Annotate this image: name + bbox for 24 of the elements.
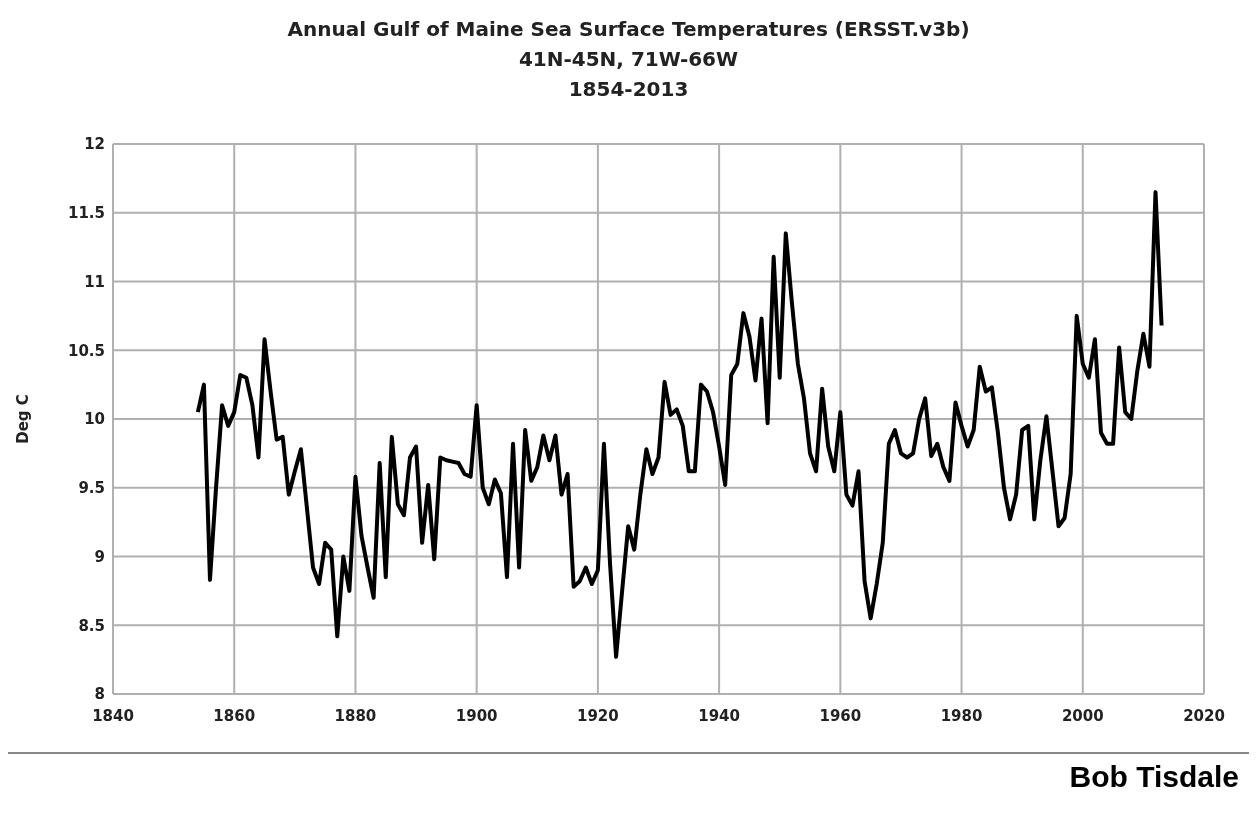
y-tick-label: 11.5 [67,204,105,223]
x-tick-label: 1940 [698,706,740,725]
text: Bob Tisdale [1068,759,1240,794]
y-tick-label: 9 [94,547,105,566]
x-tick-label: 2000 [1061,706,1104,725]
x-tick-label: 1880 [334,706,377,725]
x-tick-label: 1860 [213,706,256,725]
y-tick-label: 8 [94,685,105,704]
y-tick-label: 10.5 [67,341,105,360]
y-tick-label: 11 [84,272,105,291]
x-tick-label: 1960 [819,706,862,725]
x-tick-label: 2020 [1183,706,1225,725]
line-series [195,190,1164,659]
x-tick-label: 1840 [92,706,134,725]
x-tick-label: 1920 [577,706,619,725]
y-tick-label: 9.5 [78,479,105,498]
y-tick-label: 8.5 [78,616,105,635]
chart-title: Annual Gulf of Maine Sea Surface Temperatures (ERSST.v3b) [286,16,971,43]
y-tick-label: 12 [84,135,105,154]
y-axis-title: Deg C [14,394,33,444]
x-tick-label: 1980 [940,706,983,725]
y-tick-label: 10 [84,410,105,429]
chart-subtitle: 41N-45N, 71W-66W 1854-2013 [517,46,740,103]
x-tick-label: 1900 [455,706,498,725]
